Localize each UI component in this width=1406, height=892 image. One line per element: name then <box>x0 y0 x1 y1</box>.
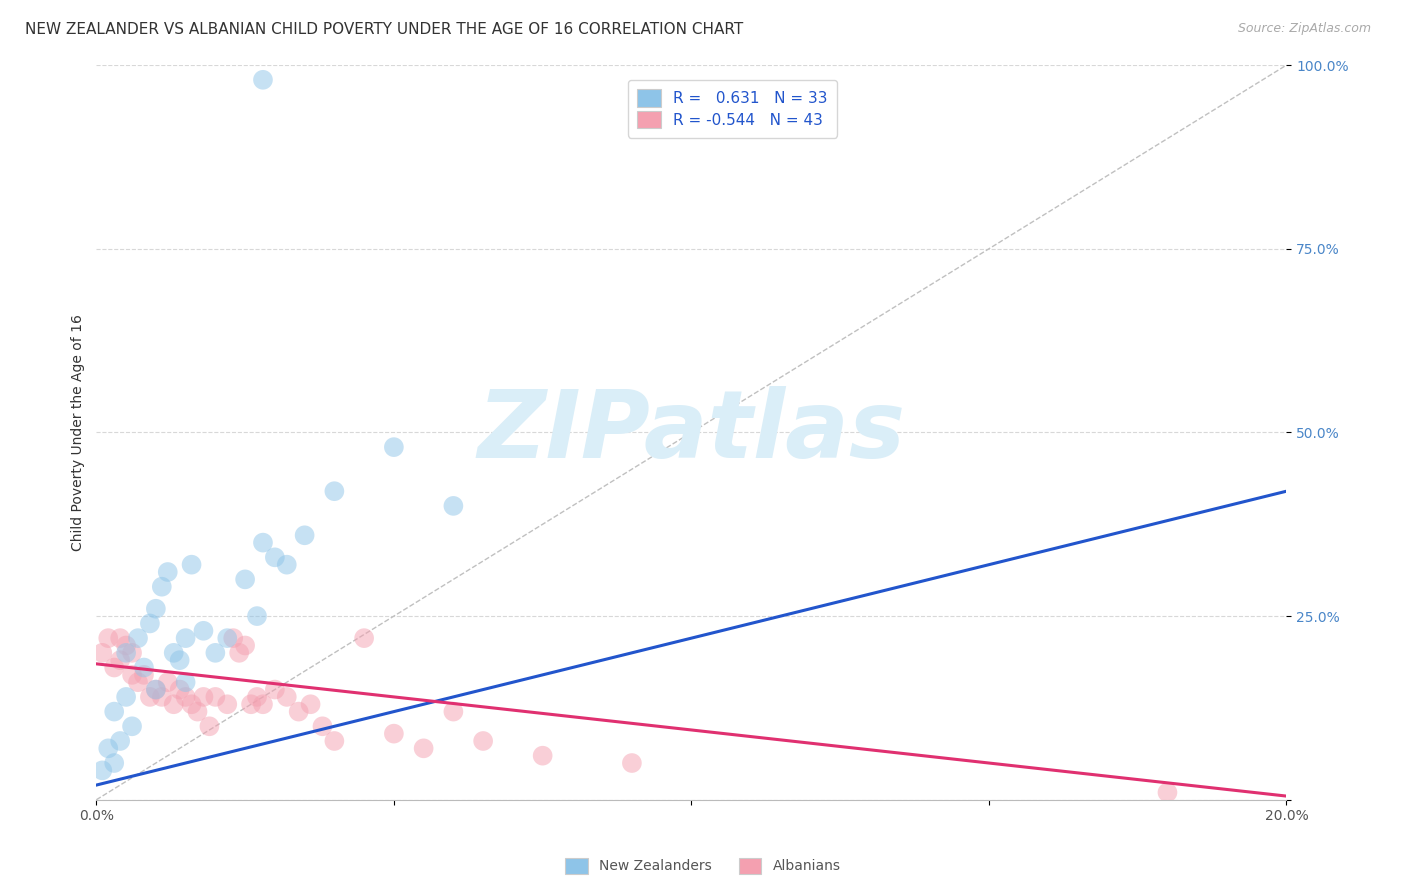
Point <box>103 660 125 674</box>
Point <box>222 631 245 645</box>
Point <box>103 756 125 770</box>
Point <box>132 660 155 674</box>
Point <box>103 705 125 719</box>
Point <box>145 601 167 615</box>
Point <box>132 668 155 682</box>
Point <box>127 631 149 645</box>
Point <box>163 698 186 712</box>
Point <box>145 682 167 697</box>
Point <box>263 682 285 697</box>
Point <box>108 631 131 645</box>
Legend: R =   0.631   N = 33, R = -0.544   N = 43: R = 0.631 N = 33, R = -0.544 N = 43 <box>627 80 837 137</box>
Point <box>441 705 464 719</box>
Point <box>323 484 346 499</box>
Point <box>287 705 309 719</box>
Point <box>233 573 256 587</box>
Point <box>150 580 173 594</box>
Point <box>204 646 226 660</box>
Point <box>382 440 405 454</box>
Point <box>382 726 405 740</box>
Point <box>121 668 143 682</box>
Point <box>531 748 554 763</box>
Point <box>441 499 464 513</box>
Text: ZIPatlas: ZIPatlas <box>478 386 905 478</box>
Text: Source: ZipAtlas.com: Source: ZipAtlas.com <box>1237 22 1371 36</box>
Point <box>91 764 114 778</box>
Point <box>252 535 274 549</box>
Point <box>353 631 375 645</box>
Point <box>174 631 197 645</box>
Point <box>620 756 643 770</box>
Point <box>156 675 179 690</box>
Point <box>233 639 256 653</box>
Point <box>217 631 239 645</box>
Point <box>217 698 239 712</box>
Point <box>228 646 250 660</box>
Point <box>174 690 197 704</box>
Point <box>193 624 215 638</box>
Point <box>139 616 162 631</box>
Point <box>174 675 197 690</box>
Point <box>276 558 298 572</box>
Point <box>193 690 215 704</box>
Point <box>186 705 208 719</box>
Point <box>323 734 346 748</box>
Point <box>150 690 173 704</box>
Point <box>115 639 138 653</box>
Point <box>252 72 274 87</box>
Point <box>299 698 322 712</box>
Point <box>472 734 495 748</box>
Point <box>121 646 143 660</box>
Point <box>311 719 333 733</box>
Point <box>163 646 186 660</box>
Point <box>180 558 202 572</box>
Point <box>1156 785 1178 799</box>
Point <box>246 690 269 704</box>
Point <box>139 690 162 704</box>
Point <box>97 631 120 645</box>
Legend: New Zealanders, Albanians: New Zealanders, Albanians <box>558 851 848 880</box>
Point <box>240 698 263 712</box>
Point <box>127 675 149 690</box>
Point <box>108 734 131 748</box>
Point <box>156 565 179 579</box>
Point <box>115 690 138 704</box>
Point <box>145 682 167 697</box>
Point <box>91 646 114 660</box>
Point <box>246 609 269 624</box>
Point <box>412 741 434 756</box>
Point <box>121 719 143 733</box>
Point <box>198 719 221 733</box>
Y-axis label: Child Poverty Under the Age of 16: Child Poverty Under the Age of 16 <box>72 314 86 551</box>
Point <box>108 653 131 667</box>
Point <box>294 528 316 542</box>
Text: NEW ZEALANDER VS ALBANIAN CHILD POVERTY UNDER THE AGE OF 16 CORRELATION CHART: NEW ZEALANDER VS ALBANIAN CHILD POVERTY … <box>25 22 744 37</box>
Point <box>169 653 191 667</box>
Point <box>97 741 120 756</box>
Point <box>115 646 138 660</box>
Point <box>252 698 274 712</box>
Point <box>263 550 285 565</box>
Point <box>169 682 191 697</box>
Point <box>204 690 226 704</box>
Point <box>180 698 202 712</box>
Point <box>276 690 298 704</box>
